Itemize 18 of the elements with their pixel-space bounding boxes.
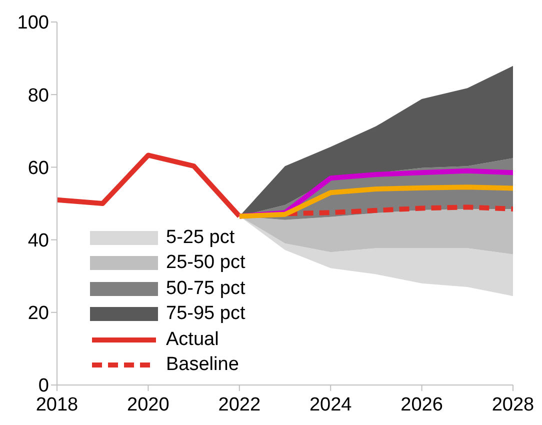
y-tick-label: 40 [28, 230, 49, 252]
x-tick-label: 2022 [218, 394, 261, 416]
x-tick-label: 2024 [309, 394, 352, 416]
legend-label: 50-75 pct [166, 278, 246, 300]
x-tick-label: 2020 [127, 394, 170, 416]
y-tick-label: 100 [17, 12, 49, 34]
y-tick-label: 80 [28, 85, 49, 106]
x-tick-label: 2028 [492, 394, 534, 416]
x-tick-label: 2018 [36, 394, 78, 416]
x-tick-label: 2026 [400, 394, 443, 416]
y-tick-label: 20 [28, 303, 49, 324]
legend-label: 75-95 pct [166, 303, 246, 326]
y-tick-label: 0 [38, 376, 49, 397]
legend-label: Baseline [166, 354, 239, 376]
legend-label: 5-25 pct [166, 226, 235, 249]
y-tick-label: 60 [28, 158, 49, 179]
legend-label: 25-50 pct [166, 252, 246, 274]
legend-label: Actual [166, 328, 219, 351]
